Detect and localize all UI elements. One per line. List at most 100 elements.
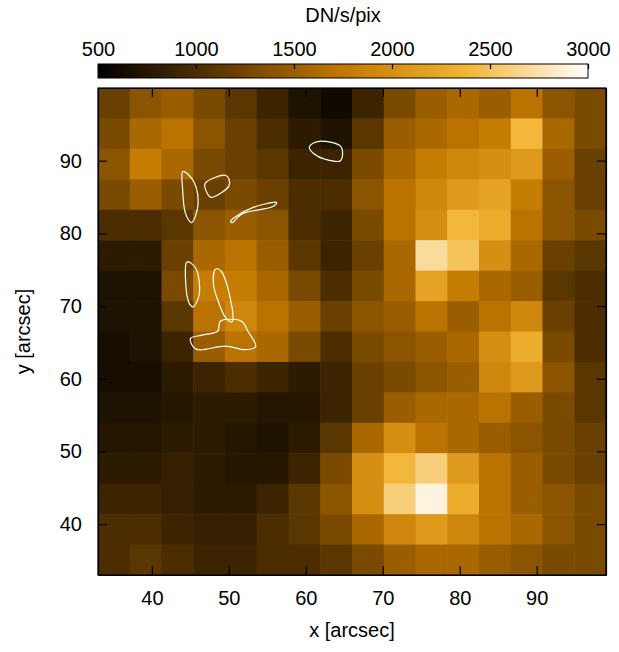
cell (257, 149, 289, 180)
tick: 80 (60, 222, 107, 244)
cell (511, 301, 543, 332)
contour (190, 319, 256, 350)
cell (130, 210, 162, 241)
cell (130, 453, 162, 484)
cell (511, 362, 543, 393)
cell (130, 545, 162, 575)
tick (597, 379, 606, 380)
cell (511, 453, 543, 484)
tick: 40 (60, 513, 107, 535)
cell (162, 271, 194, 302)
cell (543, 271, 575, 302)
tick-label: 50 (60, 440, 82, 462)
cell (543, 392, 575, 423)
tick-label: 70 (60, 295, 82, 317)
cell (320, 545, 352, 575)
cell (98, 514, 130, 545)
cell (193, 210, 225, 241)
cell (447, 392, 479, 423)
cell (289, 362, 321, 393)
tick-label: 1000 (174, 38, 219, 60)
tick: 80 (449, 566, 471, 609)
cell (384, 210, 416, 241)
cell (574, 301, 606, 332)
cell (511, 423, 543, 454)
cell (130, 88, 162, 119)
cell (320, 392, 352, 423)
tick-mark (588, 64, 589, 69)
cell (225, 88, 257, 119)
tick-mark (98, 524, 107, 525)
chart: 405060708090405060708090x [arcsec]y [arc… (0, 0, 619, 652)
cell (416, 514, 448, 545)
tick-label: 90 (60, 150, 82, 172)
cell (130, 332, 162, 363)
cell (543, 179, 575, 210)
cell (574, 149, 606, 180)
cell (574, 545, 606, 575)
tick-label: 3000 (566, 38, 611, 60)
tick (597, 233, 606, 234)
cell (352, 453, 384, 484)
cell (384, 271, 416, 302)
cell (479, 484, 511, 515)
cell (479, 545, 511, 575)
cell (257, 362, 289, 393)
axis-line (99, 575, 607, 576)
cell (511, 545, 543, 575)
cell (193, 423, 225, 454)
cell (543, 453, 575, 484)
cell (416, 484, 448, 515)
cell (98, 453, 130, 484)
cell (543, 240, 575, 271)
cell (574, 362, 606, 393)
cell (193, 453, 225, 484)
cell (416, 149, 448, 180)
cell (162, 362, 194, 393)
cell (320, 423, 352, 454)
cell (320, 149, 352, 180)
cell (352, 332, 384, 363)
cell (384, 392, 416, 423)
tick: 60 (60, 368, 107, 390)
cell (289, 271, 321, 302)
cell (543, 88, 575, 119)
cell (543, 362, 575, 393)
tick (597, 451, 606, 452)
cell (447, 484, 479, 515)
tick: 2000 (370, 38, 415, 69)
tick (597, 161, 606, 162)
cell (225, 514, 257, 545)
tick-mark (294, 64, 295, 69)
cell (574, 392, 606, 423)
cell (543, 149, 575, 180)
cell (416, 301, 448, 332)
cell (447, 88, 479, 119)
cell (447, 149, 479, 180)
contour (185, 262, 199, 307)
cell (257, 392, 289, 423)
tick-mark (597, 306, 606, 307)
cell (225, 240, 257, 271)
cell (225, 453, 257, 484)
cell (320, 179, 352, 210)
cell (416, 545, 448, 575)
cell (574, 88, 606, 119)
tick-label: 40 (141, 587, 163, 609)
cell (289, 545, 321, 575)
cell (98, 423, 130, 454)
cell (257, 179, 289, 210)
cell (320, 301, 352, 332)
cell (447, 118, 479, 149)
cell (98, 301, 130, 332)
cell (257, 545, 289, 575)
cell (320, 514, 352, 545)
cell (574, 332, 606, 363)
cell (479, 210, 511, 241)
cell (352, 118, 384, 149)
tick-mark (537, 88, 538, 97)
cell (257, 453, 289, 484)
cell (162, 301, 194, 332)
cell (162, 514, 194, 545)
cell (384, 332, 416, 363)
